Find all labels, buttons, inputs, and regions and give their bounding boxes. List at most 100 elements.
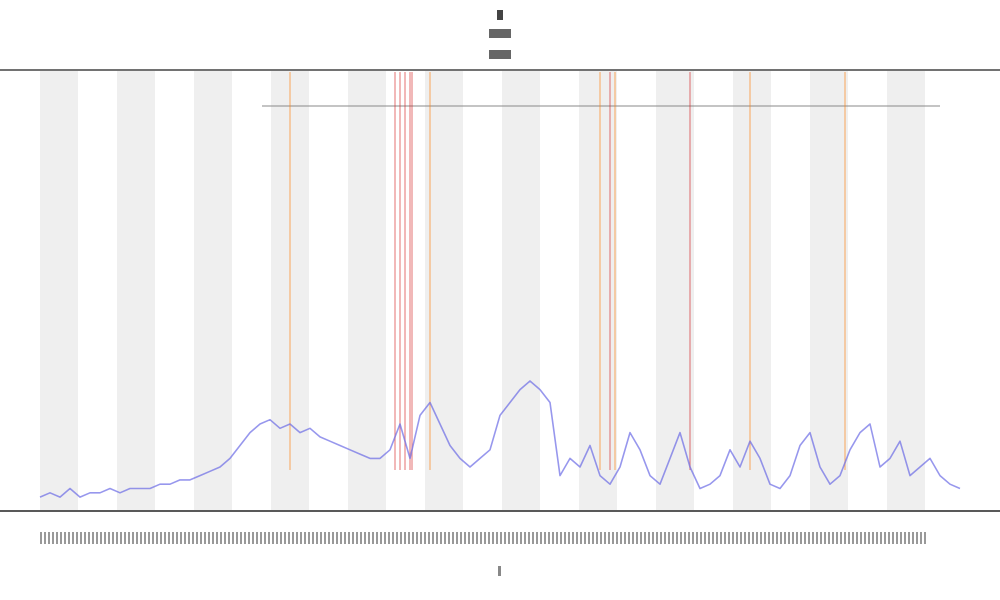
x-tick-label-block <box>712 532 714 544</box>
x-tick-label-block <box>780 532 782 544</box>
x-tick-label-block <box>692 532 694 544</box>
x-tick-label-block <box>752 532 754 544</box>
x-tick-label-block <box>796 532 798 544</box>
x-tick-label-block <box>900 532 902 544</box>
x-tick-label-block <box>284 532 286 544</box>
x-tick-label-block <box>644 532 646 544</box>
x-tick-label-block <box>304 532 306 544</box>
x-tick-label-block <box>728 532 730 544</box>
x-tick-label-block <box>828 532 830 544</box>
x-tick-label-block <box>88 532 90 544</box>
x-tick-label-block <box>408 532 410 544</box>
x-tick-label-block <box>720 532 722 544</box>
band <box>194 71 232 510</box>
x-tick-label-block <box>228 532 230 544</box>
x-tick-label-block <box>820 532 822 544</box>
band <box>733 71 771 510</box>
x-tick-label-block <box>60 532 62 544</box>
x-tick-label-block <box>512 532 514 544</box>
x-tick-label-block <box>800 532 802 544</box>
x-tick-label-block <box>168 532 170 544</box>
x-tick-label-block <box>68 532 70 544</box>
x-tick-label-block <box>732 532 734 544</box>
x-tick-label-block <box>724 532 726 544</box>
x-tick-label-block <box>492 532 494 544</box>
x-tick-label-block <box>772 532 774 544</box>
x-tick-label-block <box>272 532 274 544</box>
x-tick-label-block <box>896 532 898 544</box>
x-tick-label-block <box>524 532 526 544</box>
x-tick-label-block <box>316 532 318 544</box>
x-tick-label-block <box>544 532 546 544</box>
x-tick-label-block <box>440 532 442 544</box>
x-tick-label-block <box>668 532 670 544</box>
x-tick-label-block <box>368 532 370 544</box>
x-tick-label-block <box>528 532 530 544</box>
x-tick-label-block <box>288 532 290 544</box>
x-tick-label-block <box>556 532 558 544</box>
x-tick-label-block <box>920 532 922 544</box>
x-tick-label-block <box>580 532 582 544</box>
x-tick-label-block <box>164 532 166 544</box>
x-tick-label-block <box>588 532 590 544</box>
x-tick-label-block <box>100 532 102 544</box>
x-tick-label-block <box>616 532 618 544</box>
x-tick-label-block <box>628 532 630 544</box>
x-tick-label-block <box>684 532 686 544</box>
x-tick-label-block <box>740 532 742 544</box>
x-tick-label-block <box>596 532 598 544</box>
x-tick-label-block <box>448 532 450 544</box>
x-tick-label-block <box>764 532 766 544</box>
x-tick-label-block <box>464 532 466 544</box>
x-tick-label-block <box>536 532 538 544</box>
x-tick-label-block <box>44 532 46 544</box>
x-tick-label-block <box>152 532 154 544</box>
x-tick-label-block <box>648 532 650 544</box>
x-tick-label-block <box>76 532 78 544</box>
band <box>656 71 694 510</box>
x-tick-label-block <box>468 532 470 544</box>
title-block <box>497 10 503 20</box>
x-tick-label-block <box>792 532 794 544</box>
x-tick-label-block <box>480 532 482 544</box>
x-tick-label-block <box>744 532 746 544</box>
x-tick-label-block <box>204 532 206 544</box>
x-tick-label-block <box>280 532 282 544</box>
x-tick-label-block <box>72 532 74 544</box>
x-tick-label-block <box>884 532 886 544</box>
x-tick-label-block <box>332 532 334 544</box>
x-tick-label-block <box>340 532 342 544</box>
x-tick-label-block <box>40 532 42 544</box>
x-tick-label-block <box>56 532 58 544</box>
x-tick-label-block <box>832 532 834 544</box>
x-tick-label-block <box>260 532 262 544</box>
x-tick-label-block <box>52 532 54 544</box>
x-tick-label-block <box>252 532 254 544</box>
x-tick-label-block <box>276 532 278 544</box>
x-tick-label-block <box>472 532 474 544</box>
x-tick-label-block <box>880 532 882 544</box>
x-tick-label-block <box>532 532 534 544</box>
background-bands <box>40 71 925 510</box>
x-tick-label-block <box>664 532 666 544</box>
x-tick-label-block <box>508 532 510 544</box>
x-tick-label-block <box>788 532 790 544</box>
x-tick-label-block <box>592 532 594 544</box>
x-tick-label-block <box>516 532 518 544</box>
x-tick-label-block <box>600 532 602 544</box>
x-tick-label-block <box>624 532 626 544</box>
x-tick-label-block <box>364 532 366 544</box>
x-tick-label-block <box>816 532 818 544</box>
x-tick-label-block <box>868 532 870 544</box>
x-tick-label-block <box>876 532 878 544</box>
x-tick-label-block <box>224 532 226 544</box>
x-tick-label-block <box>904 532 906 544</box>
x-tick-label-block <box>476 532 478 544</box>
x-tick-label-block <box>632 532 634 544</box>
x-tick-label-block <box>452 532 454 544</box>
x-tick-label-block <box>768 532 770 544</box>
x-tick-label-block <box>836 532 838 544</box>
x-tick-label-block <box>248 532 250 544</box>
x-tick-label-block <box>356 532 358 544</box>
